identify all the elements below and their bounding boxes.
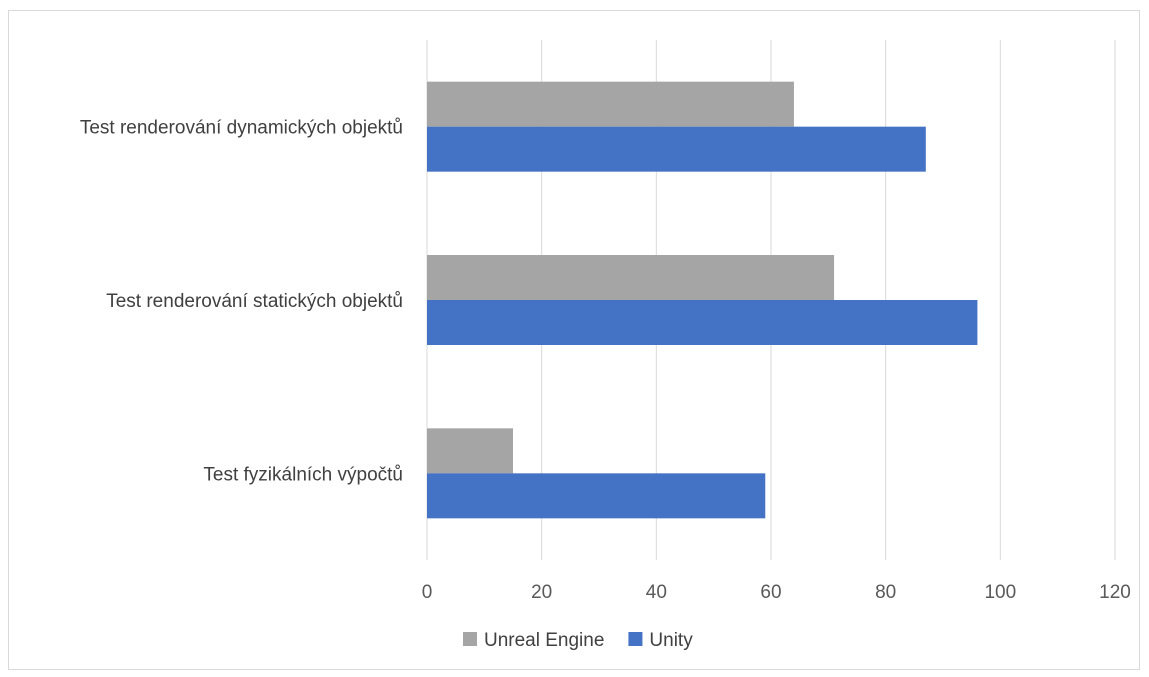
legend-label: Unity (649, 630, 693, 651)
x-tick-label: 100 (984, 582, 1016, 603)
x-tick-label: 0 (422, 582, 433, 603)
legend-swatch (628, 632, 643, 646)
bar (427, 473, 766, 519)
bar (427, 81, 794, 127)
bar (427, 126, 926, 172)
bar (427, 428, 513, 474)
x-tick-label: 60 (760, 582, 781, 603)
x-tick-label: 20 (531, 582, 552, 603)
legend-label: Unreal Engine (484, 630, 604, 651)
category-label: Test renderování dynamických objektů (80, 118, 403, 139)
category-label: Test fyzikálních výpočtů (203, 464, 403, 485)
x-tick-label: 80 (875, 582, 896, 603)
x-tick-label: 120 (1099, 582, 1131, 603)
category-label: Test renderování statických objektů (106, 291, 403, 312)
x-tick-label: 40 (646, 582, 667, 603)
bar (427, 300, 978, 345)
legend-swatch (463, 632, 477, 646)
bar (427, 255, 835, 300)
